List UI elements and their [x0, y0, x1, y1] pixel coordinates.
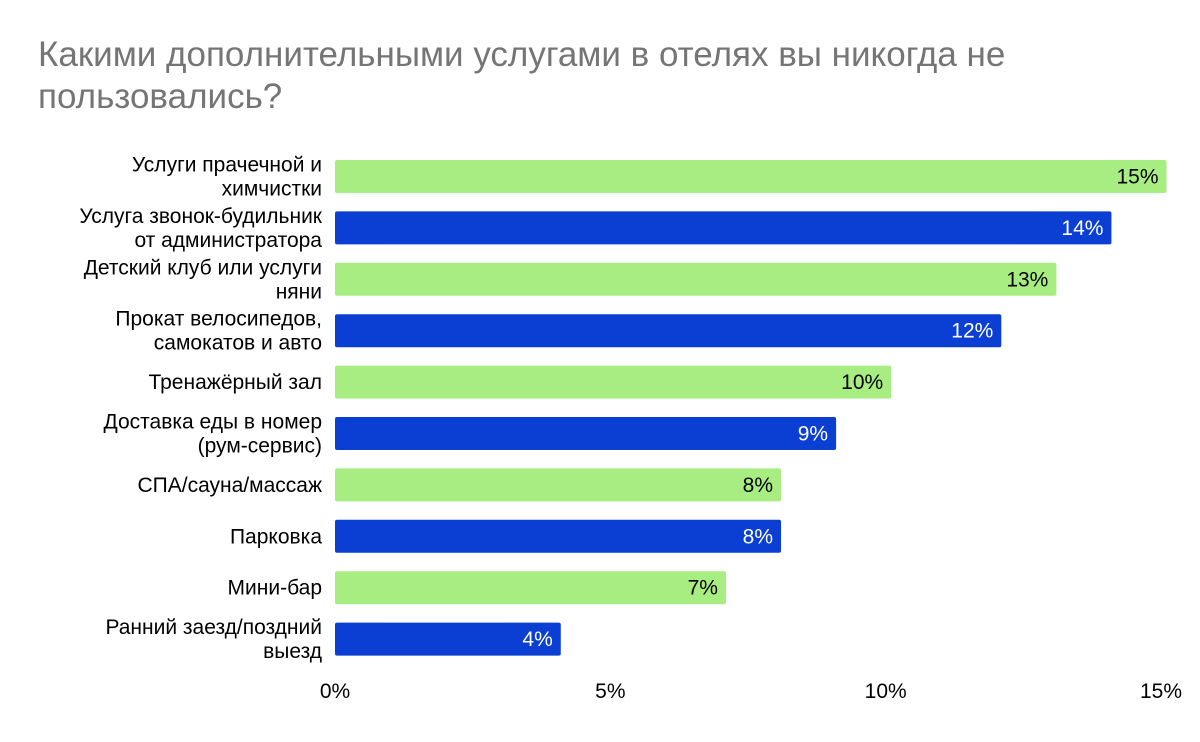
bar-2 — [335, 211, 1112, 245]
category-label-line: Мини-бар — [228, 577, 322, 600]
category-label-line: (рум-сервис) — [198, 435, 322, 458]
category-label-3: Детский клуб или услуги няни — [84, 256, 322, 303]
bar-5 — [335, 365, 892, 399]
chart-title: Какими дополнительными услугами в отелях… — [38, 35, 1006, 116]
bar-9 — [335, 571, 726, 605]
category-label-7: СПА/сауна/массаж — [138, 474, 323, 497]
category-label-line: Услуга звонок-будильник — [79, 205, 322, 228]
value-label-1: 15% — [1116, 166, 1158, 189]
value-labels: 15% 14% 13% 12% 10% 9% 8% 8% 7% 4% — [522, 166, 1158, 652]
bar-7 — [335, 468, 782, 502]
bars-layer — [335, 160, 1167, 656]
value-label-3: 13% — [1006, 268, 1048, 291]
category-label-line: Тренажёрный зал — [148, 371, 322, 394]
value-label-8: 8% — [743, 525, 773, 548]
category-label-2: Услуга звонок-будильник от администратора — [79, 205, 322, 252]
value-label-6: 9% — [798, 423, 828, 446]
x-tick-label-1: 5% — [595, 680, 625, 703]
value-label-7: 8% — [743, 474, 773, 497]
category-label-line: химчистки — [222, 178, 322, 201]
value-label-5: 10% — [841, 371, 883, 394]
category-label-line: Прокат велосипедов, — [115, 308, 322, 331]
category-label-line: няни — [276, 280, 322, 303]
category-label-line: Ранний заезд/поздний — [105, 616, 322, 639]
value-label-2: 14% — [1061, 217, 1103, 240]
value-label-4: 12% — [951, 320, 993, 343]
bar-3 — [335, 262, 1057, 296]
bar-8 — [335, 519, 782, 553]
bar-10 — [335, 622, 561, 656]
value-label-9: 7% — [688, 577, 718, 600]
category-label-line: Парковка — [230, 525, 322, 548]
x-tick-label-2: 10% — [865, 680, 907, 703]
category-label-6: Доставка еды в номер (рум-сервис) — [104, 411, 322, 458]
x-tick-label-0: 0% — [320, 680, 350, 703]
category-label-line: от администратора — [134, 229, 322, 252]
category-label-line: СПА/сауна/массаж — [138, 474, 323, 497]
category-label-line: Детский клуб или услуги — [84, 256, 322, 279]
category-label-line: Услуги прачечной и — [132, 154, 322, 177]
x-tick-label-3: 15% — [1140, 680, 1182, 703]
category-label-8: Парковка — [230, 525, 322, 548]
category-label-9: Мини-бар — [228, 577, 322, 600]
category-label-10: Ранний заезд/поздний выезд — [105, 616, 322, 663]
category-label-4: Прокат велосипедов, самокатов и авто — [115, 308, 322, 355]
category-label-line: самокатов и авто — [154, 332, 322, 355]
value-label-10: 4% — [522, 628, 552, 651]
category-label-line: выезд — [263, 640, 322, 663]
category-label-line: Доставка еды в номер — [104, 411, 322, 434]
bar-6 — [335, 417, 837, 450]
bar-4 — [335, 314, 1002, 348]
category-label-1: Услуги прачечной и химчистки — [132, 154, 322, 201]
category-label-5: Тренажёрный зал — [148, 371, 322, 394]
x-axis-ticks: 0% 5% 10% 15% — [320, 680, 1182, 703]
bar-1 — [335, 160, 1167, 193]
